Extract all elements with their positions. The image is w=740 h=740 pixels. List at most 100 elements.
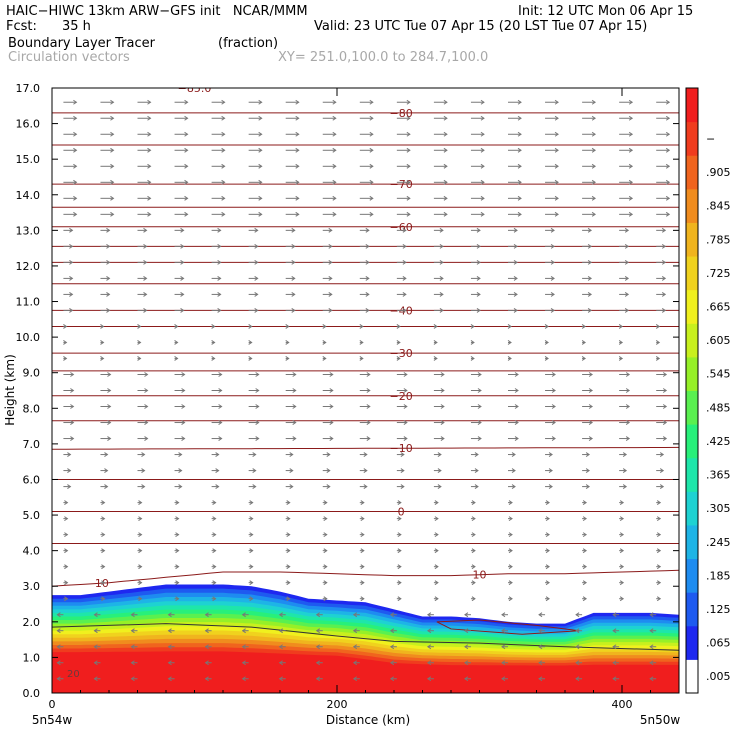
circulation-vector-head xyxy=(326,452,331,457)
circulation-vector-head xyxy=(433,356,438,361)
circulation-vector-head xyxy=(575,676,580,682)
circulation-vector-head xyxy=(397,532,402,538)
circulation-vector-head xyxy=(403,404,408,409)
circulation-vector-head xyxy=(554,115,559,121)
circulation-vector-head xyxy=(93,660,98,666)
tracer-band-17 xyxy=(52,651,679,693)
colorbar-label: .125 xyxy=(706,603,731,616)
circulation-vector-head xyxy=(204,644,209,650)
circulation-vector-head xyxy=(352,612,358,618)
colorbar-swatch xyxy=(686,323,698,358)
circulation-vector-head xyxy=(618,324,624,329)
circulation-vector-head xyxy=(426,676,432,682)
circulation-vector-head xyxy=(365,243,370,249)
circulation-vector-head xyxy=(144,436,149,441)
circulation-vector-head xyxy=(101,516,106,522)
circulation-vector-head xyxy=(254,227,259,233)
circulation-vector-head xyxy=(649,644,654,650)
y-tick-label: 0.0 xyxy=(23,687,41,700)
circulation-vector-head xyxy=(323,516,328,522)
colorbar-swatch xyxy=(686,592,698,627)
circulation-vector-head xyxy=(141,484,146,490)
circulation-vector-head xyxy=(147,195,152,201)
circulation-vector-head xyxy=(70,420,75,425)
circulation-vector-head xyxy=(389,628,395,634)
circulation-vector-head xyxy=(138,548,143,554)
circulation-vector-head xyxy=(255,404,260,409)
circulation-vector-head xyxy=(403,372,408,377)
circulation-vector-head xyxy=(397,548,402,554)
circulation-vector-head xyxy=(389,660,395,666)
circulation-vector-head xyxy=(130,628,135,634)
circulation-vector-head xyxy=(143,291,148,297)
circulation-vector-head xyxy=(508,548,513,554)
circulation-vector-head xyxy=(513,227,518,233)
circulation-vector-head xyxy=(289,452,294,457)
circulation-vector-head xyxy=(147,99,152,105)
circulation-vector-head xyxy=(248,340,253,345)
circulation-vector-head xyxy=(63,324,68,329)
colorbar-label: .425 xyxy=(706,435,731,448)
circulation-vector-head xyxy=(93,612,98,618)
circulation-vector-head xyxy=(107,372,112,377)
circulation-vector-head xyxy=(433,340,438,345)
circulation-vector-head xyxy=(551,388,556,393)
circulation-vector-head xyxy=(322,340,327,345)
isotherm-label-low: 20 xyxy=(67,669,80,680)
circulation-vector-head xyxy=(332,99,337,105)
circulation-vector-head xyxy=(100,324,105,329)
circulation-vector-head xyxy=(204,660,209,666)
circulation-vector-head xyxy=(204,676,209,682)
circulation-vector-head xyxy=(624,275,630,281)
circulation-vector-head xyxy=(403,388,408,393)
circulation-vector-head xyxy=(143,227,148,233)
circulation-vector-head xyxy=(480,115,485,121)
circulation-vector-head xyxy=(508,500,513,506)
circulation-vector-head xyxy=(508,596,513,602)
circulation-vector-head xyxy=(295,211,300,217)
circulation-vector-head xyxy=(64,532,69,538)
circulation-vector-head xyxy=(662,420,668,425)
circulation-vector-head xyxy=(141,452,146,457)
circulation-vector-head xyxy=(582,580,588,586)
circulation-vector-head xyxy=(184,163,189,169)
circulation-vector-head xyxy=(360,596,365,602)
circulation-vector-head xyxy=(628,115,634,121)
circulation-vector-head xyxy=(665,147,671,153)
circulation-vector-head xyxy=(254,243,259,249)
circulation-vector-head xyxy=(107,404,112,409)
circulation-vector-head xyxy=(464,660,469,666)
circulation-vector-head xyxy=(70,436,75,441)
circulation-vector-head xyxy=(178,452,183,457)
circulation-vector-head xyxy=(588,388,594,393)
circulation-vector-head xyxy=(655,356,661,361)
circulation-vector-head xyxy=(397,564,402,570)
circulation-vector-head xyxy=(147,163,152,169)
circulation-vector-head xyxy=(369,99,374,105)
circulation-vector-head xyxy=(104,484,109,490)
isotherm-line-labeled xyxy=(52,569,679,587)
isotherm-line-labeled xyxy=(52,446,679,450)
circulation-vector-head xyxy=(402,291,407,297)
circulation-vector-head xyxy=(147,147,152,153)
circulation-vector-head xyxy=(443,131,448,137)
circulation-vector-head xyxy=(406,131,411,137)
circulation-vector-head xyxy=(212,516,217,522)
circulation-vector-head xyxy=(434,516,439,522)
circulation-vector-head xyxy=(315,676,321,682)
circulation-vector-head xyxy=(64,564,69,570)
x-tick-label: 0 xyxy=(49,698,56,711)
circulation-vector-head xyxy=(258,195,263,201)
circulation-vector-head xyxy=(212,564,217,570)
circulation-vector-head xyxy=(107,436,112,441)
circulation-vector-head xyxy=(477,372,482,377)
circulation-vector-head xyxy=(359,356,364,361)
circulation-vector-head xyxy=(513,259,518,265)
circulation-vector-head xyxy=(439,275,444,281)
circulation-vector-head xyxy=(329,388,334,393)
circulation-vector-head xyxy=(628,179,634,185)
x-axis-title: Distance (km) xyxy=(326,713,410,727)
circulation-vector-head xyxy=(366,420,371,425)
circulation-vector-head xyxy=(332,163,337,169)
circulation-vector-head xyxy=(295,179,300,185)
